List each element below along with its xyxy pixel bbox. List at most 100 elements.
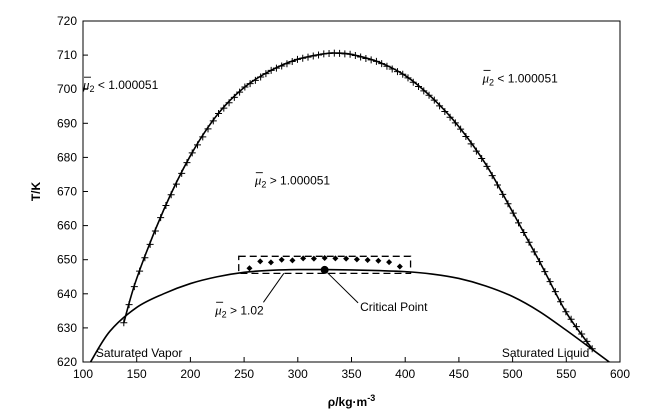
axes: 100 150 200 250 300 350 400 450 500 550 600 620 630 6… [57, 14, 630, 381]
plus-marker [315, 51, 323, 59]
plus-marker [383, 62, 391, 70]
diamond-marker [278, 256, 285, 263]
plus-marker [125, 301, 133, 309]
x-axis-title: ρ/kg·m-3 [328, 393, 375, 409]
diamond-marker [267, 259, 274, 266]
y-tick-label: 670 [57, 185, 77, 199]
diamond-marker [396, 263, 403, 270]
plus-marker [393, 68, 401, 76]
diamond-marker [300, 255, 307, 262]
plus-marker [504, 200, 512, 208]
plus-marker [499, 190, 507, 198]
plus-marker [162, 201, 170, 209]
plus-marker [225, 99, 233, 107]
annotation-value: > 1.000051 [266, 174, 330, 188]
saturated-liquid-label: Saturated Liquid [502, 346, 589, 360]
mu-subscript: 2 [489, 77, 494, 87]
diamond-marker [289, 257, 296, 264]
critical-point-label: Critical Point [360, 300, 428, 314]
plus-marker [236, 88, 244, 96]
plus-marker [351, 51, 359, 59]
plus-marker [346, 50, 354, 58]
plus-marker [141, 254, 149, 262]
diamond-marker [257, 258, 264, 265]
plus-marker [483, 162, 491, 170]
mu-lower-leader [263, 273, 285, 303]
plus-marker [520, 229, 528, 237]
plus-marker [278, 62, 286, 70]
plus-marker [509, 209, 517, 217]
plus-marker [446, 113, 454, 121]
plus-marker [493, 181, 501, 189]
plus-marker [546, 278, 554, 286]
diamond-marker [386, 259, 393, 266]
plus-marker [257, 73, 265, 81]
plot-area [89, 49, 610, 362]
plus-marker [120, 319, 128, 327]
plus-marker [309, 52, 317, 60]
plus-marker [436, 102, 444, 110]
x-tick-label: 300 [288, 367, 308, 381]
plus-marker [567, 315, 575, 323]
x-tick-label: 450 [449, 367, 469, 381]
y-tick-label: 630 [57, 321, 77, 335]
mu-symbol: μ [254, 173, 262, 188]
plus-marker [283, 60, 291, 68]
annotation-value: < 1.000051 [95, 78, 159, 92]
plus-marker [409, 78, 417, 86]
y-tick-label: 680 [57, 150, 77, 164]
plus-marker [136, 267, 144, 275]
mu-symbol: μ [482, 70, 490, 85]
diamond-marker [246, 265, 253, 272]
x-tick-label: 250 [234, 367, 254, 381]
plus-marker [430, 96, 438, 104]
diamond-marker [364, 257, 371, 264]
mu-symbol: μ [214, 302, 222, 317]
plus-marker [357, 53, 365, 61]
plus-marker [230, 93, 238, 101]
plus-marker [372, 57, 380, 65]
plus-marker [420, 87, 428, 95]
plus-marker [478, 155, 486, 163]
plus-marker [251, 76, 259, 84]
curves [89, 49, 610, 362]
plus-marker [415, 83, 423, 91]
plus-marker [299, 54, 307, 62]
annotation-mu-lt-left: μ2 < 1.000051 [82, 77, 159, 94]
plus-marker [272, 64, 280, 72]
plus-marker [462, 132, 470, 140]
plus-marker [572, 323, 580, 331]
x-tick-label: 600 [610, 367, 630, 381]
x-tick-label: 400 [395, 367, 415, 381]
annotation-mu-gt-center: μ2 > 1.000051 [254, 173, 331, 190]
plus-marker [541, 268, 549, 276]
saturated-vapor-label: Saturated Vapor [96, 346, 183, 360]
y-tick-label: 660 [57, 219, 77, 233]
plus-marker [246, 80, 254, 88]
annotation-value: > 1.02 [227, 303, 264, 317]
plus-marker [399, 70, 407, 78]
mu-symbol: μ [82, 77, 90, 92]
y-tick-label: 720 [57, 14, 77, 28]
plus-marker [146, 240, 154, 248]
y-tick-label: 620 [57, 355, 77, 369]
mu-subscript: 2 [90, 84, 95, 94]
plus-marker [457, 125, 465, 133]
diamond-marker [375, 257, 382, 264]
diamond-markers [246, 254, 403, 272]
plus-marker [193, 141, 201, 149]
plus-marker [378, 60, 386, 68]
annotation-value: < 1.000051 [494, 71, 558, 85]
dashed-box [238, 255, 412, 274]
y-tick-label: 640 [57, 287, 77, 301]
plus-marker [167, 191, 175, 199]
plus-marker [578, 330, 586, 338]
plus-marker [472, 147, 480, 155]
plus-markers [120, 49, 596, 353]
plus-marker [183, 159, 191, 167]
plus-marker [404, 74, 412, 82]
mu-subscript: 2 [222, 309, 227, 319]
x-tick-label: 150 [127, 367, 147, 381]
